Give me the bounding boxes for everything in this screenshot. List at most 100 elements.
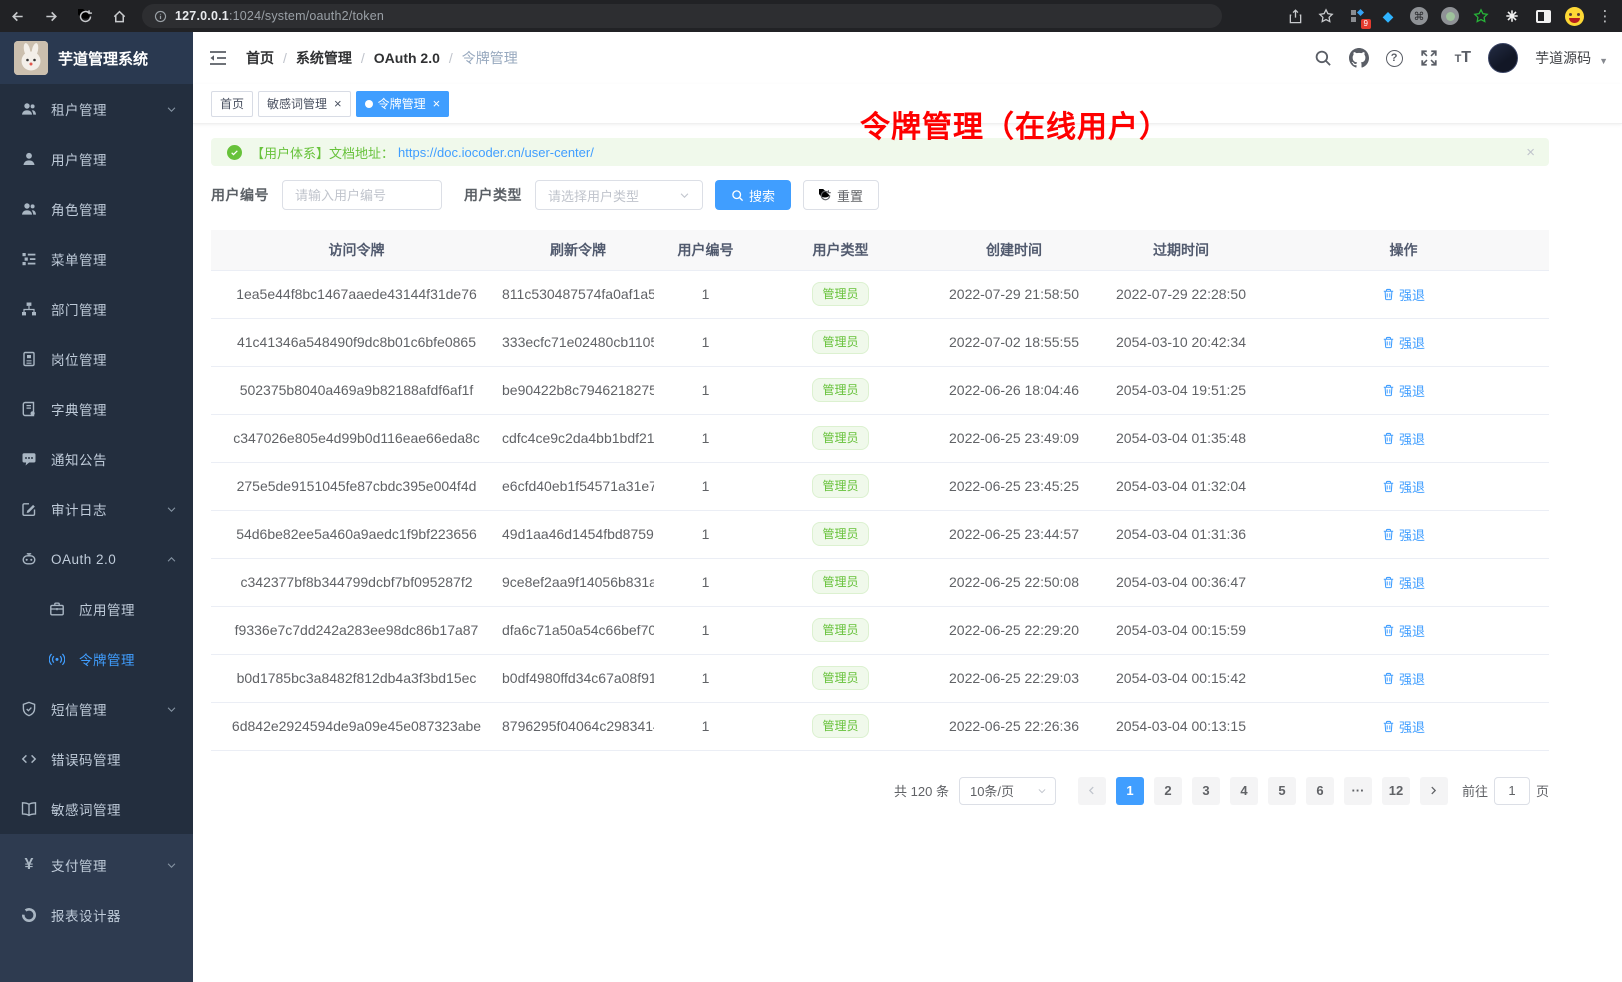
- tag-tab[interactable]: 首页 ×: [211, 90, 254, 117]
- breadcrumb-oauth2[interactable]: OAuth 2.0: [373, 50, 440, 66]
- sidebar-menu-lower: ¥ 支付管理 报表设计器: [0, 834, 193, 982]
- tag-tab[interactable]: 敏感词管理 ×: [258, 90, 351, 117]
- sidebar-item-dept[interactable]: 部门管理: [0, 284, 193, 334]
- goto-suffix: 页: [1535, 784, 1549, 799]
- site-info-icon[interactable]: [154, 10, 167, 23]
- sidebar-item-user[interactable]: 用户管理: [0, 134, 193, 184]
- access-token-cell: 1ea5e44f8bc1467aaede43144f31de76: [211, 270, 502, 319]
- profile-avatar-emoji[interactable]: [1563, 5, 1585, 27]
- sidebar-item-oauth2[interactable]: OAuth 2.0: [0, 534, 193, 584]
- sidebar-item-oauth2-tokens[interactable]: 令牌管理: [0, 634, 193, 684]
- sidebar-item-menu[interactable]: 菜单管理: [0, 234, 193, 284]
- page-number-button[interactable]: 6: [1305, 776, 1334, 805]
- extension-command-icon[interactable]: ⌘: [1408, 5, 1430, 27]
- page-size-select[interactable]: 10条/页: [958, 776, 1056, 805]
- help-icon[interactable]: ?: [1385, 49, 1403, 67]
- page-number-button[interactable]: 2: [1153, 776, 1182, 805]
- trash-icon: [1382, 384, 1395, 397]
- force-logout-button[interactable]: 强退: [1382, 621, 1425, 640]
- page-number-button[interactable]: 4: [1229, 776, 1258, 805]
- refresh-icon: [819, 189, 832, 202]
- force-logout-button[interactable]: 强退: [1382, 525, 1425, 544]
- page-number-button[interactable]: 5: [1267, 776, 1296, 805]
- refresh-token-cell: cdfc4ce9c2da4bb1bdf21b9918ff4be5: [502, 414, 654, 463]
- close-icon[interactable]: ×: [432, 96, 441, 111]
- action-cell: 强退: [1258, 606, 1549, 655]
- force-logout-button[interactable]: 强退: [1382, 381, 1425, 400]
- chevron-down-icon: [166, 860, 177, 871]
- refresh-token-cell: 9ce8ef2aa9f14056b831ae9b608e28d5: [502, 558, 654, 607]
- briefcase-icon: [49, 601, 65, 617]
- user-id-input[interactable]: [282, 180, 442, 210]
- share-icon[interactable]: [1284, 5, 1306, 27]
- sidebar-item-sensitive-words[interactable]: 敏感词管理: [0, 784, 193, 834]
- browser-menu-icon[interactable]: ⋮: [1597, 8, 1613, 25]
- sidebar-item-dict[interactable]: 字典管理: [0, 384, 193, 434]
- sidebar-item-audit-log[interactable]: 审计日志: [0, 484, 193, 534]
- sidebar-item-oauth2-apps[interactable]: 应用管理: [0, 584, 193, 634]
- extension-pinwheel-icon[interactable]: [1501, 5, 1523, 27]
- user-type-badge: 管理员: [812, 282, 869, 306]
- breadcrumb-home[interactable]: 首页: [246, 50, 274, 66]
- extension-gem-icon[interactable]: ◆: [1382, 7, 1394, 24]
- browser-reload-button[interactable]: [68, 9, 102, 24]
- doc-link[interactable]: https://doc.iocoder.cn/user-center/: [398, 144, 594, 160]
- sidebar: 芋道管理系统 租户管理 用户管理 角色管理 菜单管理 部门管理 岗位管理 字典管…: [0, 32, 193, 982]
- next-page-button[interactable]: [1419, 776, 1448, 805]
- sidebar-item-sms[interactable]: 短信管理: [0, 684, 193, 734]
- page-number-button[interactable]: 1: [1115, 776, 1144, 805]
- extension-splitview-icon[interactable]: [1532, 5, 1554, 27]
- page-number-button[interactable]: 12: [1381, 776, 1410, 805]
- goto-page-input[interactable]: [1493, 776, 1530, 805]
- menu-fold-icon[interactable]: [208, 48, 228, 68]
- force-logout-button[interactable]: 强退: [1382, 285, 1425, 304]
- username[interactable]: 芋道源码: [1535, 50, 1592, 66]
- address-bar[interactable]: 127.0.0.1:1024/system/oauth2/token: [142, 4, 1222, 28]
- sidebar-item-post[interactable]: 岗位管理: [0, 334, 193, 384]
- sidebar-item-payment[interactable]: ¥ 支付管理: [0, 840, 193, 890]
- reset-button[interactable]: 重置: [803, 180, 880, 210]
- browser-back-button[interactable]: [0, 9, 34, 24]
- sidebar-item-report-designer[interactable]: 报表设计器: [0, 890, 193, 940]
- search-icon[interactable]: [1314, 49, 1332, 67]
- prev-page-button[interactable]: [1077, 776, 1106, 805]
- extension-badge: 9: [1360, 19, 1371, 29]
- chevron-down-icon: [166, 104, 177, 115]
- user-avatar[interactable]: [1488, 43, 1519, 73]
- bookmark-star-icon[interactable]: [1315, 5, 1337, 27]
- force-logout-button[interactable]: 强退: [1382, 573, 1425, 592]
- users-icon: [21, 201, 37, 217]
- force-logout-button[interactable]: 强退: [1382, 717, 1425, 736]
- tag-tab[interactable]: 令牌管理 ×: [355, 90, 450, 117]
- sidebar-item-tenant[interactable]: 租户管理: [0, 84, 193, 134]
- force-logout-button[interactable]: 强退: [1382, 477, 1425, 496]
- column-header: 过期时间: [1104, 230, 1258, 271]
- page-number-button[interactable]: ···: [1343, 776, 1372, 805]
- force-logout-button[interactable]: 强退: [1382, 669, 1425, 688]
- page-number-button[interactable]: 3: [1191, 776, 1220, 805]
- active-dot: [364, 99, 373, 108]
- alert-close-icon[interactable]: ×: [1526, 143, 1535, 161]
- fullscreen-icon[interactable]: [1420, 49, 1438, 67]
- close-icon[interactable]: ×: [334, 96, 342, 111]
- user-type-select[interactable]: 请选择用户类型: [535, 180, 703, 210]
- force-logout-button[interactable]: 强退: [1382, 333, 1425, 352]
- browser-forward-button[interactable]: [34, 9, 68, 24]
- github-icon[interactable]: [1349, 48, 1369, 68]
- sidebar-item-role[interactable]: 角色管理: [0, 184, 193, 234]
- user-type-cell: 管理员: [757, 702, 924, 751]
- table-row: 502375b8040a469a9b82188afdf6af1f be90422…: [211, 366, 1549, 415]
- caret-down-icon[interactable]: ▼: [1599, 56, 1608, 66]
- force-logout-button[interactable]: 强退: [1382, 429, 1425, 448]
- breadcrumb-system[interactable]: 系统管理: [295, 50, 352, 66]
- extension-tampermonkey-icon[interactable]: 9: [1346, 5, 1371, 29]
- sidebar-item-notice[interactable]: 通知公告: [0, 434, 193, 484]
- extension-evernote-icon[interactable]: [1470, 5, 1492, 27]
- created-time-cell: 2022-06-25 22:29:03: [924, 654, 1104, 703]
- search-button[interactable]: 搜索: [715, 180, 792, 210]
- browser-home-button[interactable]: [102, 9, 136, 24]
- sidebar-item-error-code[interactable]: 错误码管理: [0, 734, 193, 784]
- app-logo-row[interactable]: 芋道管理系统: [0, 32, 193, 84]
- extension-recorder-icon[interactable]: [1439, 5, 1461, 27]
